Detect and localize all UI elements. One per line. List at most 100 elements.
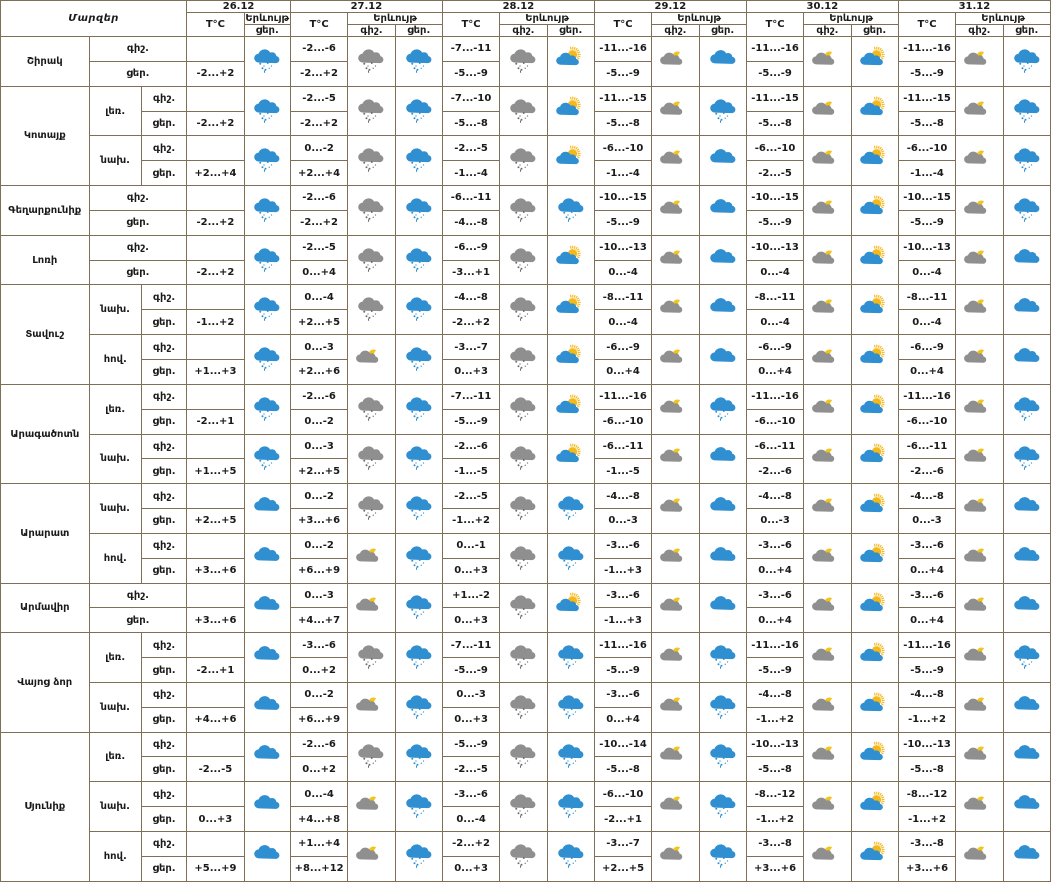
temp-day: -5...-9 [897,60,957,87]
moon-cloud-icon [353,692,389,720]
cloud-snow-blue-icon [1009,443,1045,471]
temp-night: -10...-13 [897,731,957,758]
table-row: ցեր. +2...+4 +2...+4 -1...-4 -1...-4 -2...-5-… [1,160,1051,187]
weather-icon-cell [243,36,291,87]
weather-icon-cell [850,582,899,634]
temp-night: -10...-14 [593,731,653,758]
daypart-day-label: ցեր. [88,259,188,286]
weather-icon-cell [347,36,396,87]
moon-cloud-icon [961,245,997,273]
weather-icon-cell [850,234,899,286]
weather-icon-cell [955,731,1004,783]
temp-night: -3...-7 [441,334,501,360]
weather-icon-cell [955,383,1004,435]
table-row: Տավուշ նախ. գիշ. 0...-4 -4...-8 -8...-11 -8...… [0,284,1051,385]
cloud-snow-gray-icon [505,344,541,372]
zone-name: նախ. [88,433,142,485]
weather-icon-cell [850,334,899,385]
cloud-snow-gray-icon [353,96,389,124]
temp-night: -10...-13 [897,234,957,261]
table-row: նախ. գիշ. 0...-3 -2...-6 -6...-11 -6...-11 -6.… [1,433,1051,485]
cloud-snow-gray-icon [505,195,541,223]
weather-icon-cell [651,483,700,534]
temp-night: 0...-3 [289,433,349,460]
cloud-snow-gray-icon [505,46,541,74]
daypart-night-label: գիշ. [140,532,188,559]
cloud-snow-blue-icon [249,195,285,223]
temp-day: 0...+3 [441,855,501,882]
weather-icon-cell [243,334,291,385]
temp-day: 0...+3 [441,706,501,733]
phenomenon-header: Երևույթ [243,12,291,25]
weather-icon-cell [651,85,700,137]
moon-cloud-icon [809,443,845,471]
weather-icon-cell [955,582,1004,634]
weather-icon-cell [499,582,548,634]
corner-label: Մարզեր [0,0,188,37]
temp-day: 0...+2 [289,657,349,683]
temp-night: -6...-9 [593,334,653,360]
weather-icon-cell [850,135,899,187]
cloud-snow-blue-icon [249,46,285,74]
cloud-blue-icon [249,741,285,769]
temp-day: 0...-3 [745,508,805,534]
temp-day: -5...-8 [593,110,653,137]
daypart-day-header: ցեր. [698,24,747,37]
cloud-snow-blue-icon [553,692,589,720]
temp-day: 0...-4 [897,259,957,286]
temp-night: -11...-15 [897,85,957,112]
weather-icon-cell [698,284,747,336]
weather-icon-cell [394,36,443,87]
temp-day: -5...-8 [745,110,805,137]
weather-icon-cell [243,284,291,336]
temp-day: +6...+9 [289,706,349,733]
temp-night: +1...+4 [289,831,349,857]
daypart-night-header: գիշ. [955,24,1004,37]
weather-icon-cell [499,185,548,236]
daypart-night-header: գիշ. [347,24,396,37]
weather-icon-cell [651,334,700,385]
weather-icon-cell [803,36,852,87]
cloud-snow-blue-icon [705,741,741,769]
daypart-night-label: գիշ. [140,284,188,311]
temp-day: -1...-5 [441,458,501,485]
table-row: ցեր. -2...+2 0...+4 -3...+1 0...-4 0...-4 0...… [1,259,1051,286]
daypart-day-label: ցեր. [88,607,188,634]
temp-night: -10...-15 [745,185,805,211]
weather-icon-cell [1002,483,1051,534]
temp-night: -5...-9 [441,731,501,758]
weather-icon-cell [347,681,396,733]
region-name: Կոտայք [0,85,90,187]
weather-icon-cell [546,36,595,87]
temp-day: -6...-10 [745,408,805,435]
temp-day: -1...+2 [441,508,501,534]
temp-night: -4...-8 [745,681,805,708]
table-row: ցեր. +4...+6 +6...+9 0...+3 0...+4 -1...+2 -1.… [1,706,1051,733]
cloud-snow-gray-icon [505,741,541,769]
temp-night: -11...-16 [593,36,653,62]
weather-icon-cell [850,731,899,783]
temp-night [186,36,245,62]
moon-cloud-icon [961,46,997,74]
weather-icon-cell [850,831,899,882]
weather-icon-cell [243,582,291,634]
temp-night: -4...-8 [441,284,501,311]
weather-icon-cell [499,234,548,286]
weather-icon-cell [243,234,291,286]
weather-icon-cell [803,234,852,286]
region-name: Գեղարքունիք [0,185,90,236]
weather-icon-cell [850,433,899,485]
temp-day: -5...-9 [745,209,805,236]
temp-day: +1...+3 [186,358,245,385]
sun-cloud-icon [857,543,893,571]
weather-icon-cell [955,433,1004,485]
temp-night: -6...-11 [441,185,501,211]
temp-day: -5...-8 [593,756,653,783]
zone-name: նախ. [88,135,142,187]
temp-day: -5...-9 [745,60,805,87]
temp-day: -2...+2 [289,60,349,87]
weather-icon-cell [651,433,700,485]
temp-night [186,632,245,659]
cloud-snow-blue-icon [401,145,437,173]
weather-icon-cell [850,532,899,584]
